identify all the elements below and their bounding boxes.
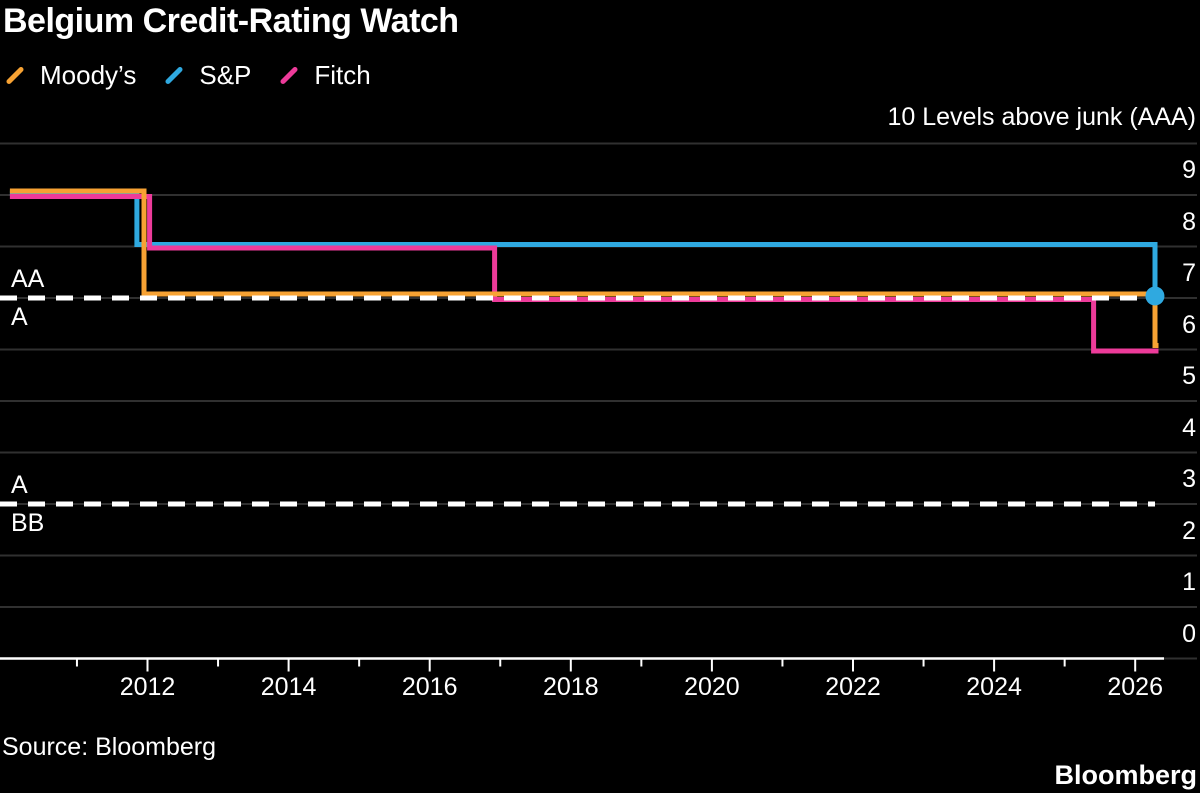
y-tick-label-8: 8 bbox=[1182, 207, 1196, 236]
y-tick-label-7: 7 bbox=[1182, 259, 1196, 287]
legend-item-sp: S&P bbox=[163, 60, 251, 91]
bloomberg-logo: Bloomberg bbox=[1054, 760, 1197, 790]
legend-label-sp: S&P bbox=[199, 60, 252, 90]
y-axis-top-label: 10 Levels above junk (AAA) bbox=[887, 103, 1196, 131]
y-tick-label-9: 9 bbox=[1182, 156, 1196, 184]
legend-item-fitch: Fitch bbox=[278, 60, 371, 91]
series-line-moodys bbox=[9, 188, 1159, 348]
x-tick-label-2020: 2020 bbox=[684, 673, 740, 701]
threshold-label-aa: AA bbox=[11, 265, 45, 293]
x-tick-label-2026: 2026 bbox=[1107, 673, 1163, 701]
y-tick-label-0: 0 bbox=[1182, 619, 1196, 648]
threshold-label-a-upper: A bbox=[11, 303, 28, 331]
x-tick-label-2024: 2024 bbox=[966, 673, 1022, 701]
series-line-sp bbox=[9, 190, 1158, 296]
legend-label-moodys: Moody’s bbox=[40, 60, 137, 90]
y-tick-label-1: 1 bbox=[1182, 568, 1196, 596]
chart-title: Belgium Credit-Rating Watch bbox=[3, 2, 459, 40]
sp-end-dot bbox=[1145, 286, 1165, 306]
y-tick-label-3: 3 bbox=[1182, 465, 1196, 493]
y-tick-label-2: 2 bbox=[1182, 516, 1196, 545]
x-tick-label-2016: 2016 bbox=[401, 673, 458, 701]
y-tick-label-4: 4 bbox=[1182, 413, 1196, 442]
y-tick-label-6: 6 bbox=[1182, 310, 1196, 339]
x-tick-label-2014: 2014 bbox=[260, 673, 317, 701]
x-tick-label-2012: 2012 bbox=[119, 673, 176, 701]
legend: Moody’s S&P Fitch bbox=[4, 60, 371, 91]
threshold-label-bb: BB bbox=[11, 509, 45, 537]
threshold-label-a-lower: A bbox=[11, 471, 28, 499]
x-tick-label-2022: 2022 bbox=[825, 673, 881, 701]
y-tick-label-5: 5 bbox=[1182, 362, 1196, 390]
legend-label-fitch: Fitch bbox=[314, 60, 371, 90]
x-tick-label-2018: 2018 bbox=[542, 673, 599, 701]
series-line-fitch bbox=[9, 194, 1159, 354]
legend-item-moodys: Moody’s bbox=[4, 60, 136, 91]
source-label: Source: Bloomberg bbox=[2, 733, 217, 761]
